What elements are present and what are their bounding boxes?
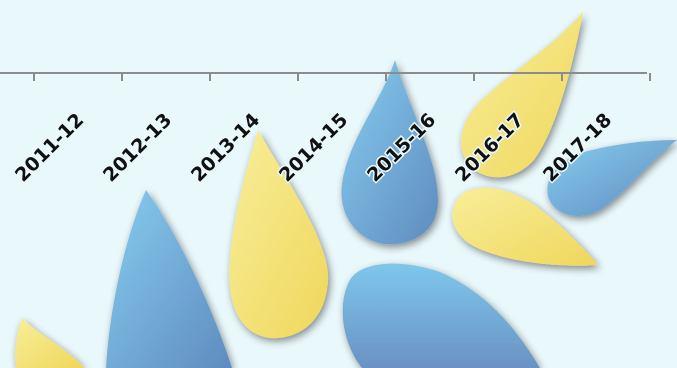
petal-yellow-top <box>461 12 583 178</box>
petal-yellow-bottom-left <box>15 318 84 368</box>
petal-blue-left <box>106 190 232 368</box>
petal-yellow-right <box>452 187 598 266</box>
petal-blue-right <box>547 140 677 217</box>
petal-blue-large <box>342 263 540 368</box>
x-axis-ticks <box>33 73 651 81</box>
background-petals <box>15 12 677 368</box>
x-tick-label-2011-12: 2011-12 <box>11 109 88 186</box>
petal-blue-top <box>341 60 438 245</box>
x-tick-label-2012-13: 2012-13 <box>99 109 176 186</box>
petal-yellow-center <box>229 130 329 339</box>
x-tick-label-2014-15: 2014-15 <box>275 109 352 186</box>
